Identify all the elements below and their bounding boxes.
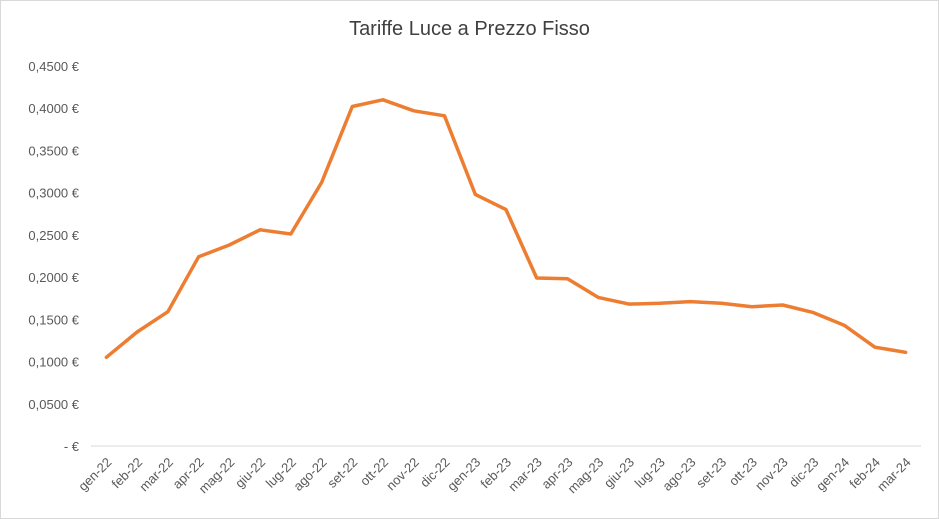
x-tick-label: giu-22 [232, 455, 268, 491]
x-tick-label: set-22 [324, 455, 360, 491]
data-point [473, 192, 477, 196]
data-point [781, 303, 785, 307]
y-tick-label: 0,1500 € [28, 312, 79, 327]
x-tick-label: set-23 [693, 455, 729, 491]
data-point [443, 114, 446, 118]
data-point [688, 300, 692, 304]
data-point [873, 345, 877, 349]
chart-title: Tariffe Luce a Prezzo Fisso [349, 18, 590, 40]
data-point [197, 255, 201, 259]
data-point [658, 301, 662, 305]
data-point [811, 311, 815, 315]
y-tick-label: 0,3000 € [28, 186, 79, 201]
data-point [227, 243, 231, 247]
series-line [104, 98, 908, 360]
data-point [350, 105, 354, 108]
x-tick-label: nov-23 [752, 455, 791, 494]
y-axis-ticks: - € 0,0500 € 0,1000 € 0,1500 € 0,2000 € 0,250… [28, 59, 79, 454]
data-point [719, 301, 723, 305]
data-point [135, 330, 139, 334]
y-tick-label: 0,2000 € [28, 270, 79, 285]
data-point [289, 232, 293, 236]
data-point [104, 355, 108, 359]
x-tick-label: gen-22 [75, 455, 114, 494]
data-point [842, 323, 846, 327]
y-tick-label: - € [64, 439, 80, 454]
y-tick-label: 0,2500 € [28, 228, 79, 243]
data-point [750, 305, 754, 309]
data-point [166, 310, 170, 314]
data-point [412, 109, 416, 113]
y-tick-label: 0,3500 € [28, 143, 79, 158]
x-tick-label: mar-22 [136, 455, 176, 495]
y-tick-label: 0,1000 € [28, 355, 79, 370]
data-point [504, 208, 508, 212]
data-point [381, 98, 385, 102]
x-axis-ticks: gen-22feb-22mar-22apr-22mag-22giu-22lug-… [75, 455, 913, 497]
x-tick-label: mar-23 [505, 455, 545, 495]
data-point [904, 350, 908, 354]
data-point [566, 277, 569, 281]
series-group [104, 98, 908, 360]
x-tick-label: gen-23 [444, 455, 483, 494]
x-tick-label: gen-24 [813, 455, 852, 494]
data-point [627, 302, 631, 306]
data-point [320, 181, 324, 184]
x-tick-label: mar-24 [874, 455, 914, 495]
data-point [258, 228, 262, 232]
data-point [596, 295, 600, 299]
data-point [535, 276, 539, 280]
y-tick-label: 0,4000 € [28, 101, 79, 116]
x-tick-label: ago-22 [290, 455, 329, 494]
y-tick-label: 0,4500 € [28, 59, 79, 74]
x-tick-label: giu-23 [601, 455, 637, 491]
x-tick-label: nov-22 [383, 455, 422, 494]
y-tick-label: 0,0500 € [28, 397, 79, 412]
x-tick-label: ago-23 [659, 455, 698, 494]
